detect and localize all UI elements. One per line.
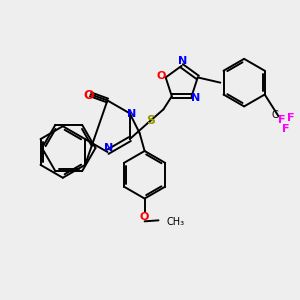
Text: N: N (127, 109, 136, 119)
Text: N: N (104, 143, 113, 153)
Text: F: F (282, 124, 289, 134)
Text: F: F (278, 115, 285, 125)
Text: S: S (146, 114, 155, 127)
Text: O: O (140, 212, 149, 222)
Text: O: O (83, 89, 94, 102)
Text: C: C (271, 110, 278, 120)
Text: O: O (156, 71, 165, 81)
Text: N: N (178, 56, 187, 66)
Text: CH₃: CH₃ (167, 217, 184, 227)
Text: N: N (191, 93, 200, 103)
Text: F: F (287, 113, 294, 123)
